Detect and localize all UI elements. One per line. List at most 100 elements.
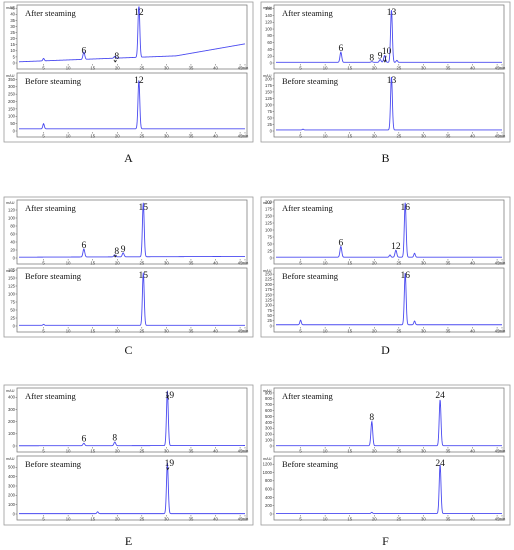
- x-tick-label: 10: [66, 66, 71, 71]
- steaming-title: Before steaming: [25, 76, 82, 86]
- peak-label-19: 19: [165, 391, 175, 401]
- x-tick-label: 20: [115, 517, 120, 522]
- x-tick-label: 15: [347, 449, 352, 454]
- x-tick-label: 40: [470, 517, 475, 522]
- y-tick-label: 200: [8, 493, 16, 498]
- x-tick-label: 35: [446, 449, 451, 454]
- y-tick-label: 125: [265, 220, 273, 225]
- x-tick-label: 45: [495, 329, 500, 334]
- x-tick-label: 20: [372, 261, 377, 266]
- y-tick-label: 60: [267, 40, 272, 45]
- steaming-title: After steaming: [282, 8, 333, 18]
- x-tick-label: min: [242, 329, 249, 334]
- y-tick-label: 40: [10, 239, 15, 244]
- y-tick-label: 1200: [263, 462, 273, 467]
- x-tick-label: 35: [446, 329, 451, 334]
- x-tick-label: 5: [42, 517, 45, 522]
- peak-label-12: 12: [134, 76, 144, 86]
- y-tick-label: 100: [265, 102, 273, 107]
- x-tick-label: 25: [396, 134, 401, 139]
- x-tick-label: 20: [115, 134, 120, 139]
- y-tick-label: 200: [8, 99, 16, 104]
- x-tick-label: 25: [139, 134, 144, 139]
- y-tick-label: 75: [10, 299, 15, 304]
- y-tick-label: 100: [265, 227, 273, 232]
- after-steaming-chart: mAU 0 100 200 300 400 5 10 15 20 25 30 35 40 45 min Afte…: [6, 387, 249, 454]
- x-tick-label: min: [242, 261, 249, 266]
- y-tick-label: 75: [267, 109, 272, 114]
- x-tick-label: min: [242, 449, 249, 454]
- peak-label-10: 10: [382, 47, 392, 57]
- x-tick-label: 5: [299, 261, 302, 266]
- x-tick-label: 25: [139, 329, 144, 334]
- y-tick-label: 20: [10, 247, 15, 252]
- panel-letter-d: D: [381, 343, 390, 357]
- x-tick-label: 40: [213, 329, 218, 334]
- y-unit-label: mAU: [6, 74, 15, 78]
- chromatogram-trace: [19, 272, 245, 326]
- y-tick-label: 175: [265, 287, 273, 292]
- peak-label-6: 6: [81, 47, 86, 57]
- y-tick-label: 200: [265, 282, 273, 287]
- x-tick-label: 25: [139, 517, 144, 522]
- x-tick-label: 15: [347, 517, 352, 522]
- x-tick-label: 35: [446, 66, 451, 71]
- x-tick-label: 40: [470, 449, 475, 454]
- y-tick-label: 140: [265, 13, 273, 18]
- y-tick-label: 150: [8, 106, 16, 111]
- x-tick-label: 25: [139, 261, 144, 266]
- chromatogram-trace: [19, 390, 245, 447]
- steaming-title: After steaming: [25, 203, 76, 213]
- x-tick-label: 35: [446, 261, 451, 266]
- x-tick-label: min: [499, 517, 506, 522]
- y-tick-label: 100: [8, 291, 16, 296]
- x-tick-label: 45: [238, 134, 243, 139]
- y-tick-label: 80: [10, 223, 15, 228]
- y-tick-label: 50: [10, 307, 15, 312]
- y-tick-label: 25: [10, 315, 15, 320]
- y-tick-label: 200: [265, 503, 273, 508]
- x-tick-label: min: [499, 134, 506, 139]
- x-tick-label: 40: [213, 134, 218, 139]
- y-tick-label: 50: [267, 115, 272, 120]
- y-tick-label: 175: [8, 267, 16, 272]
- after-steaming-chart: mAU 0 20 40 60 80 100 120 5 10 15 20 25 30 35 40 45 min Af…: [6, 199, 249, 266]
- y-tick-label: 125: [8, 283, 16, 288]
- y-tick-label: 175: [265, 83, 273, 88]
- y-tick-label: 300: [8, 407, 16, 412]
- y-tick-label: 40: [267, 47, 272, 52]
- before-steaming-chart: mAU 0 100 200 300 400 500 5 10 15 20 25 30 35 40 45 min B…: [6, 455, 249, 522]
- y-tick-label: 0: [270, 511, 273, 516]
- y-tick-label: 10: [10, 48, 15, 53]
- peak-arrow: [167, 397, 170, 400]
- y-tick-label: 0: [13, 255, 16, 260]
- x-tick-label: 5: [299, 329, 302, 334]
- x-tick-label: 20: [372, 66, 377, 71]
- peak-label-6: 6: [81, 435, 86, 445]
- y-tick-label: 400: [8, 474, 16, 479]
- x-tick-label: 5: [42, 449, 45, 454]
- x-tick-label: min: [242, 517, 249, 522]
- x-tick-label: 10: [323, 517, 328, 522]
- x-tick-label: 35: [446, 134, 451, 139]
- y-tick-label: 400: [265, 420, 273, 425]
- chart-frame: [16, 387, 248, 453]
- panel-letter-e: E: [125, 534, 132, 548]
- x-tick-label: 30: [421, 134, 426, 139]
- y-tick-label: 500: [8, 465, 16, 470]
- y-tick-label: 50: [267, 241, 272, 246]
- x-tick-label: 15: [90, 66, 95, 71]
- chromatogram-trace: [276, 202, 502, 258]
- x-tick-label: 40: [470, 261, 475, 266]
- x-tick-label: 25: [396, 449, 401, 454]
- y-tick-label: 0: [13, 128, 16, 133]
- peak-arrowhead: [166, 394, 170, 398]
- y-tick-label: 900: [265, 390, 273, 395]
- x-tick-label: 30: [164, 134, 169, 139]
- y-tick-label: 160: [265, 6, 273, 11]
- x-tick-label: 5: [42, 329, 45, 334]
- steaming-title: After steaming: [25, 391, 76, 401]
- y-tick-label: 150: [265, 89, 273, 94]
- panel-letter-c: C: [124, 343, 132, 357]
